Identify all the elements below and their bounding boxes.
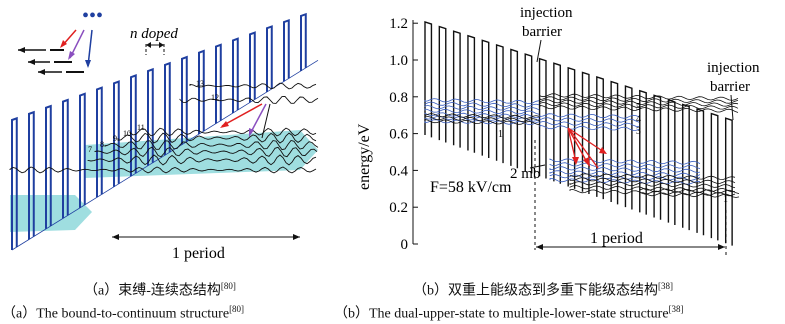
energy-level-line — [639, 188, 740, 194]
energy-level-line — [539, 121, 640, 127]
energy-level-line — [424, 119, 540, 126]
wavefunction — [189, 82, 317, 90]
caption-right-en-ref: [38] — [668, 304, 684, 314]
energy-level-line — [569, 181, 736, 189]
barrier-lines — [11, 12, 307, 250]
y-tick-label: 0.2 — [389, 200, 408, 216]
energy-level-line — [539, 99, 739, 107]
energy-level-line — [549, 158, 701, 165]
electron-dots: ••• — [82, 5, 103, 27]
y-tick-label: 0.4 — [389, 163, 408, 179]
energy-level-line — [569, 173, 736, 180]
wavefunction — [129, 127, 317, 137]
caption-right-cn-ref: [38] — [658, 281, 673, 291]
level-number-4: 4 — [636, 114, 641, 125]
period-label-right: 1 period — [590, 230, 643, 247]
energy-level-line — [539, 102, 739, 110]
injection-barrier-right-line2: barrier — [710, 79, 750, 95]
miniband-region — [85, 130, 318, 178]
level-number-1-right: 1 — [723, 194, 728, 205]
energy-level-line — [424, 118, 540, 126]
energy-level-line — [424, 113, 540, 119]
energy-level-line — [424, 101, 540, 108]
y-axis-ticks: 0 0.2 0.4 0.6 0.8 1.0 1.2 — [389, 16, 418, 253]
energy-level-line — [549, 174, 701, 181]
wavefunction — [179, 96, 319, 104]
energy-level-line — [569, 189, 736, 197]
energy-level-line — [569, 177, 736, 184]
caption-left-cn-ref: [80] — [220, 281, 236, 291]
transition-legend: ••• — [18, 5, 103, 75]
energy-levels — [424, 93, 740, 198]
label-2mb: 2 mb — [510, 166, 540, 182]
energy-level-line — [424, 105, 540, 111]
well-profile — [424, 21, 733, 246]
wavefunction — [9, 166, 317, 174]
y-axis-label: energy/eV — [356, 123, 373, 190]
energy-level-line — [549, 166, 701, 173]
state-number-13: 13 — [196, 79, 204, 88]
energy-level-line — [539, 124, 640, 131]
level-number-3: 3 — [636, 126, 641, 137]
period-label-left: 1 period — [172, 245, 225, 262]
energy-level-line — [539, 117, 640, 123]
caption-right-cn-text: （b）双重上能级态到多重下能级态结构 — [413, 283, 658, 299]
state-number-10: 10 — [123, 129, 131, 138]
y-tick-label: 1.2 — [389, 16, 408, 32]
level-number-5: 5 — [636, 102, 641, 113]
caption-left-en: （a）The bound-to-continuum structure[80] — [2, 301, 244, 323]
n-doped-label: n doped — [130, 26, 178, 42]
energy-level-line — [539, 104, 739, 113]
state-number-7: 7 — [88, 145, 92, 154]
energy-level-line — [549, 162, 701, 169]
caption-left-en-text: （a）The bound-to-continuum structure — [2, 306, 230, 322]
field-label: F=58 kV/cm — [430, 179, 512, 196]
y-tick-label: 0.8 — [389, 90, 408, 106]
wavefunctions — [9, 82, 319, 174]
energy-level-line — [539, 113, 640, 119]
transition-arrows — [220, 103, 271, 139]
energy-level-line — [424, 116, 540, 122]
state-number-11: 11 — [137, 123, 145, 132]
state-number-8: 8 — [100, 140, 104, 149]
transition-arrows — [567, 127, 607, 169]
y-tick-label: 0.6 — [389, 127, 408, 143]
energy-level-line — [539, 96, 739, 104]
caption-right-cn: （b）双重上能级态到多重下能级态结构[38] — [413, 278, 673, 300]
injection-barrier-left-line2: barrier — [522, 24, 562, 40]
wavefunction — [117, 132, 317, 144]
y-tick-label: 1.0 — [389, 53, 408, 69]
energy-level-line — [424, 108, 540, 115]
wavefunction — [87, 154, 317, 166]
level-number-1-left: 1 — [498, 129, 503, 140]
wavefunction — [94, 146, 318, 158]
state-number-12: 12 — [211, 93, 219, 102]
caption-right-en: （b）The dual-upper-state to multiple-lowe… — [334, 301, 684, 323]
energy-level-line — [539, 93, 739, 101]
caption-left-cn-text: （a）束缚-连续态结构 — [84, 283, 221, 299]
caption-right-en-text: （b）The dual-upper-state to multiple-lowe… — [334, 306, 669, 322]
well-lines — [424, 21, 733, 246]
energy-level-line — [549, 170, 701, 177]
injection-barrier-right-line1: injection — [707, 60, 760, 76]
caption-left-en-ref: [80] — [229, 304, 245, 314]
state-number-9: 9 — [113, 134, 117, 143]
wavefunction — [104, 139, 319, 151]
injection-barrier-left-line1: injection — [520, 5, 573, 21]
caption-left-cn: （a）束缚-连续态结构[80] — [84, 278, 236, 300]
well-profile — [11, 12, 319, 251]
y-tick-label: 0 — [401, 237, 409, 253]
energy-level-line — [424, 98, 540, 105]
energy-level-line — [639, 192, 740, 198]
